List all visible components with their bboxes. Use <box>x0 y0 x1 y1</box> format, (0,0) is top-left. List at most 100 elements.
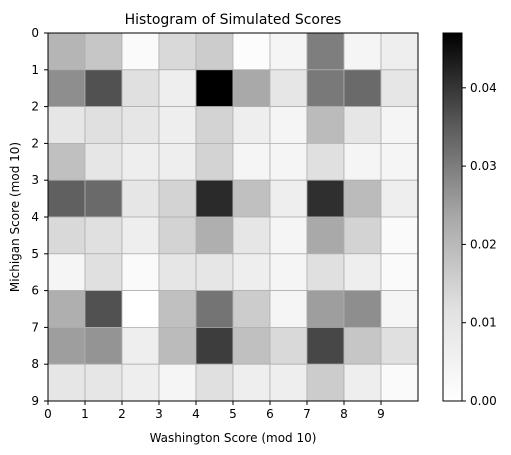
heatmap-cell <box>269 363 308 402</box>
heatmap-cell <box>232 290 271 328</box>
heatmap-cell <box>47 32 86 71</box>
heatmap-cell <box>158 69 197 108</box>
x-tick-label: 2 <box>118 407 126 421</box>
heatmap-cell <box>121 290 160 328</box>
heatmap-cell <box>84 253 123 292</box>
heatmap-cell <box>380 290 419 328</box>
heatmap-cell <box>306 106 345 144</box>
x-tick-label: 8 <box>340 407 348 421</box>
heatmap-cell <box>343 363 382 402</box>
heatmap-cell <box>306 290 345 328</box>
heatmap-cell <box>84 106 123 144</box>
heatmap-cell <box>269 142 308 181</box>
x-axis-label: Washington Score (mod 10) <box>150 431 317 445</box>
heatmap-cell <box>47 69 86 108</box>
chart-title: Histogram of Simulated Scores <box>125 12 342 28</box>
heatmap-cell <box>269 253 308 292</box>
x-tick-label: 3 <box>155 407 163 421</box>
heatmap-cell <box>343 326 382 365</box>
colorbar-tick-label: 0.00 <box>470 394 497 408</box>
heatmap-cells <box>47 32 419 402</box>
heatmap-cell <box>195 142 234 181</box>
heatmap-cell <box>306 253 345 292</box>
heatmap-cell <box>195 253 234 292</box>
heatmap-cell <box>47 142 86 181</box>
heatmap-cell <box>195 69 234 108</box>
heatmap-cell <box>121 106 160 144</box>
heatmap-cell <box>269 290 308 328</box>
heatmap-cell <box>121 253 160 292</box>
y-tick-label: 2 <box>31 100 39 114</box>
colorbar-tick-label: 0.02 <box>470 237 497 251</box>
heatmap-cell <box>306 69 345 108</box>
heatmap-cell <box>232 106 271 144</box>
heatmap-cell <box>84 216 123 255</box>
heatmap-cell <box>47 216 86 255</box>
heatmap-cell <box>269 216 308 255</box>
heatmap-cell <box>158 216 197 255</box>
heatmap-cell <box>232 32 271 71</box>
heatmap-cell <box>84 142 123 181</box>
colorbar-tick-label: 0.01 <box>470 316 497 330</box>
x-tick-label: 9 <box>377 407 385 421</box>
heatmap-cell <box>121 32 160 71</box>
y-tick-label: 5 <box>31 247 39 261</box>
heatmap-cell <box>380 32 419 71</box>
y-axis-label: Michigan Score (mod 10) <box>8 142 22 292</box>
heatmap-cell <box>195 216 234 255</box>
heatmap-cell <box>343 290 382 328</box>
y-tick-label: 6 <box>31 284 39 298</box>
heatmap-cell <box>343 32 382 71</box>
colorbar-tick-label: 0.04 <box>470 81 497 95</box>
heatmap-cell <box>121 216 160 255</box>
heatmap-cell <box>306 363 345 402</box>
heatmap-cell <box>158 290 197 328</box>
y-tick-label: 8 <box>31 357 39 371</box>
heatmap-cell <box>195 32 234 71</box>
heatmap-cell <box>380 142 419 181</box>
heatmap-cell <box>380 69 419 108</box>
colorbar-tick-label: 0.03 <box>470 159 497 173</box>
heatmap-cell <box>306 179 345 218</box>
y-tick-label: 1 <box>31 63 39 77</box>
heatmap-cell <box>380 326 419 365</box>
x-tick-label: 1 <box>81 407 89 421</box>
heatmap-cell <box>158 326 197 365</box>
heatmap-cell <box>47 326 86 365</box>
heatmap-cell <box>343 179 382 218</box>
heatmap-cell <box>47 290 86 328</box>
heatmap-cell <box>380 106 419 144</box>
heatmap-cell <box>121 69 160 108</box>
heatmap-cell <box>380 216 419 255</box>
heatmap-cell <box>121 326 160 365</box>
colorbar <box>442 32 463 402</box>
heatmap-cell <box>84 326 123 365</box>
heatmap-cell <box>306 326 345 365</box>
y-tick-label: 2 <box>31 136 39 150</box>
y-tick-label: 3 <box>31 173 39 187</box>
heatmap-cell <box>158 32 197 71</box>
heatmap-cell <box>269 106 308 144</box>
x-axis-ticks: 0 1 2 3 4 5 6 7 8 9 <box>44 401 385 421</box>
heatmap-cell <box>121 142 160 181</box>
x-tick-label: 4 <box>192 407 200 421</box>
heatmap-cell <box>195 179 234 218</box>
x-tick-label: 7 <box>303 407 311 421</box>
heatmap-cell <box>195 106 234 144</box>
heatmap-cell <box>343 216 382 255</box>
heatmap-cell <box>380 363 419 402</box>
heatmap-cell <box>84 290 123 328</box>
x-tick-label: 5 <box>229 407 237 421</box>
heatmap-cell <box>47 363 86 402</box>
heatmap-cell <box>306 142 345 181</box>
heatmap-cell <box>380 253 419 292</box>
heatmap-cell <box>232 326 271 365</box>
y-tick-label: 7 <box>31 320 39 334</box>
heatmap-cell <box>232 363 271 402</box>
heatmap-cell <box>84 363 123 402</box>
heatmap-cell <box>232 216 271 255</box>
heatmap-cell <box>121 363 160 402</box>
x-tick-label: 0 <box>44 407 52 421</box>
heatmap-cell <box>84 179 123 218</box>
